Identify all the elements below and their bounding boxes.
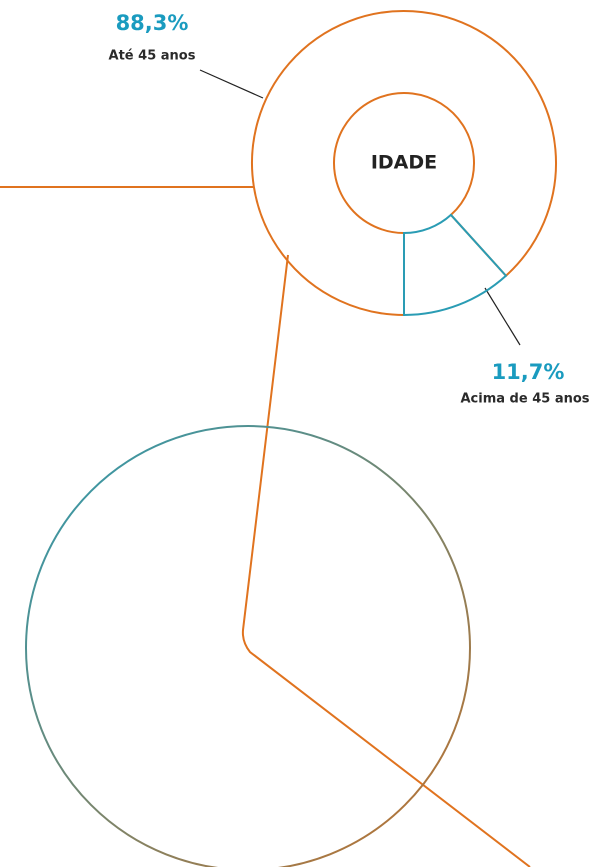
pie-slice: [403, 213, 508, 317]
leader-line: [199, 69, 264, 99]
leader-line: [484, 287, 521, 346]
decor-circle: [25, 425, 471, 867]
chart-title: IDADE: [371, 152, 437, 174]
decoration: [0, 69, 531, 867]
value-label: 88,3%: [116, 11, 189, 35]
pie-slice: [251, 10, 557, 317]
category-label: Acima de 45 anos: [460, 392, 589, 407]
connector-line: [241, 254, 531, 867]
value-label: 11,7%: [492, 360, 565, 384]
category-label: Até 45 anos: [109, 49, 196, 64]
